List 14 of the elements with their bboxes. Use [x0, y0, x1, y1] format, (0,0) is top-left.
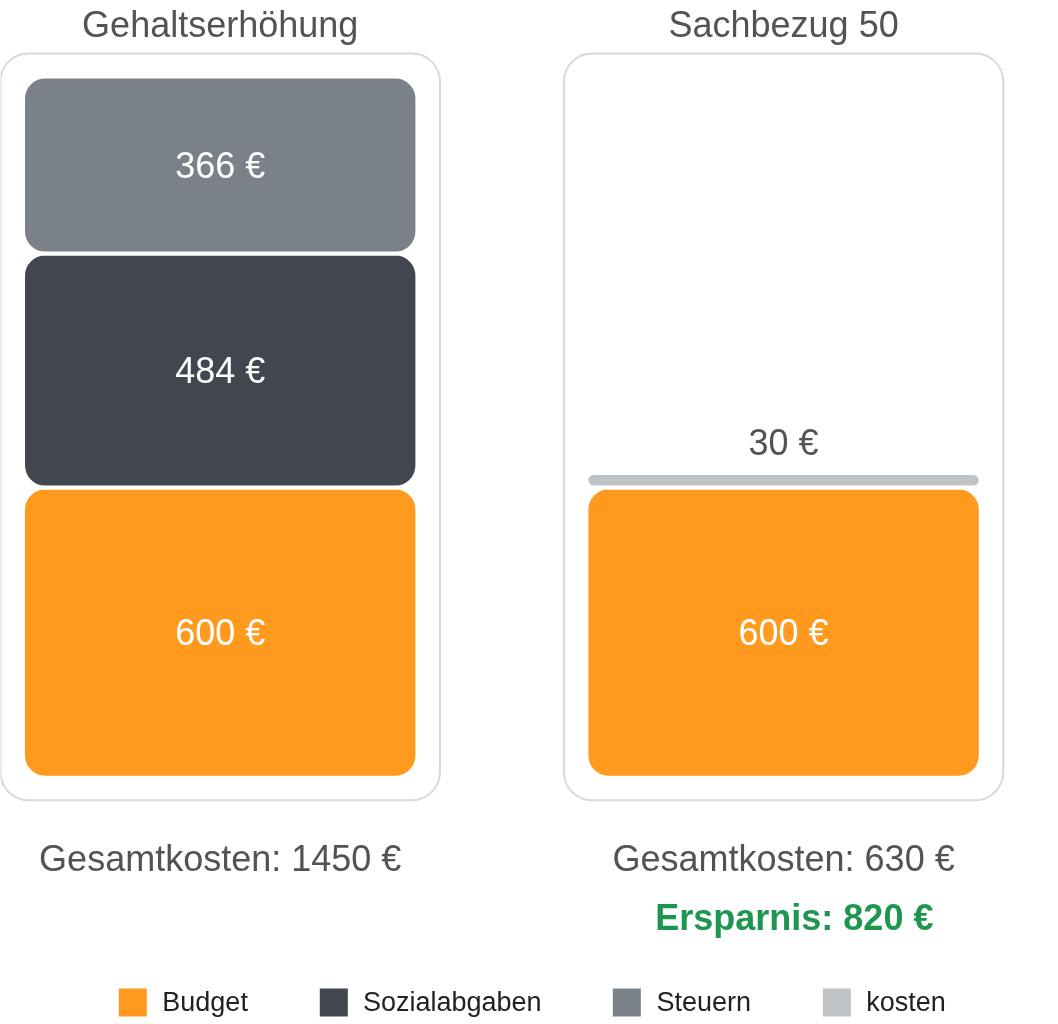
- data-label: 600 €: [175, 612, 266, 654]
- legend-label: Sozialabgaben: [362, 986, 542, 1018]
- total-label: Gesamtkosten: 1450 €: [39, 837, 402, 879]
- text: Ersparnis: 820 €: [655, 896, 934, 938]
- legend-label: Steuern: [656, 986, 752, 1018]
- data-label: 30 €: [748, 421, 819, 463]
- total-label: Gesamtkosten: 630 €: [612, 837, 955, 879]
- legend-label: kosten: [866, 986, 946, 1018]
- x-tick-label: Gehaltserhöhung: [82, 3, 359, 45]
- x-tick-label: Sachbezug 50: [668, 3, 899, 45]
- legend-label: Budget: [162, 986, 248, 1018]
- data-label: 484 €: [175, 350, 266, 392]
- data-label: 600 €: [738, 612, 829, 654]
- data-label: 366 €: [175, 144, 266, 186]
